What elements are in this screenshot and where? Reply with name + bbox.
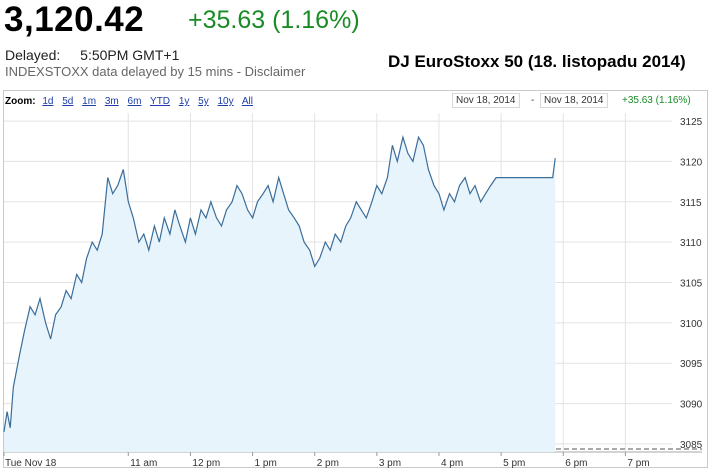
page-title: DJ EuroStoxx 50 (18. listopadu 2014): [388, 52, 686, 71]
zoom-all[interactable]: All: [241, 96, 253, 107]
range-separator: -: [531, 95, 535, 106]
y-tick-label: 3105: [680, 279, 703, 290]
zoom-5y[interactable]: 5y: [198, 96, 209, 107]
x-tick-label: 11 am: [130, 458, 157, 469]
index-change: +35.63 (1.16%): [188, 6, 360, 34]
range-to-field[interactable]: Nov 18, 2014: [540, 93, 608, 108]
zoom-1d[interactable]: 1d: [42, 96, 54, 107]
zoom-3m[interactable]: 3m: [104, 96, 119, 107]
series-line: [3, 134, 556, 432]
x-tick-label: 5 pm: [503, 458, 525, 469]
zoom-1y[interactable]: 1y: [178, 96, 190, 107]
range-change: +35.63 (1.16%): [622, 95, 691, 106]
data-source-note[interactable]: INDEXSTOXX data delayed by 15 mins - Dis…: [5, 64, 306, 79]
index-price: 3,120.42: [4, 0, 145, 39]
y-tick-label: 3090: [680, 400, 703, 411]
y-tick-label: 3120: [680, 157, 703, 168]
x-tick-label: 6 pm: [565, 458, 587, 469]
y-tick-label: 3095: [680, 359, 703, 370]
range-from[interactable]: Nov 18, 2014: [452, 93, 520, 108]
y-tick-label: 3125: [680, 117, 703, 128]
y-tick-label: 3085: [680, 440, 703, 451]
chart-frame: [3, 90, 708, 468]
zoom-ytd[interactable]: YTD: [150, 96, 171, 107]
x-tick-label: 7 pm: [627, 458, 649, 469]
delayed-label: Delayed:: [5, 47, 61, 63]
range-to[interactable]: Nov 18, 2014: [540, 93, 608, 108]
series-area: [4, 137, 556, 452]
y-tick-label: 3115: [680, 198, 702, 209]
x-tick-label: 12 pm: [192, 458, 220, 469]
zoom-10y[interactable]: 10y: [217, 96, 234, 107]
y-tick-label: 3100: [680, 319, 703, 330]
x-tick-label: 4 pm: [441, 458, 463, 469]
x-tick-label: 3 pm: [379, 458, 401, 469]
x-tick-label: Tue Nov 18: [5, 458, 57, 469]
zoom-bar: Zoom: 1d 5d 1m 3m 6m YTD 1y 5y 10y All: [5, 96, 259, 107]
range-from-field[interactable]: Nov 18, 2014: [452, 93, 520, 108]
zoom-1m[interactable]: 1m: [82, 96, 97, 107]
delayed-info: Delayed: 5:50PM GMT+1: [5, 47, 179, 63]
zoom-5d[interactable]: 5d: [62, 96, 74, 107]
zoom-label: Zoom:: [5, 96, 36, 107]
y-tick-label: 3110: [680, 238, 702, 249]
zoom-6m[interactable]: 6m: [127, 96, 142, 107]
quote-time: 5:50PM GMT+1: [80, 47, 180, 63]
x-tick-label: 2 pm: [317, 458, 339, 469]
x-tick-label: 1 pm: [255, 458, 277, 469]
